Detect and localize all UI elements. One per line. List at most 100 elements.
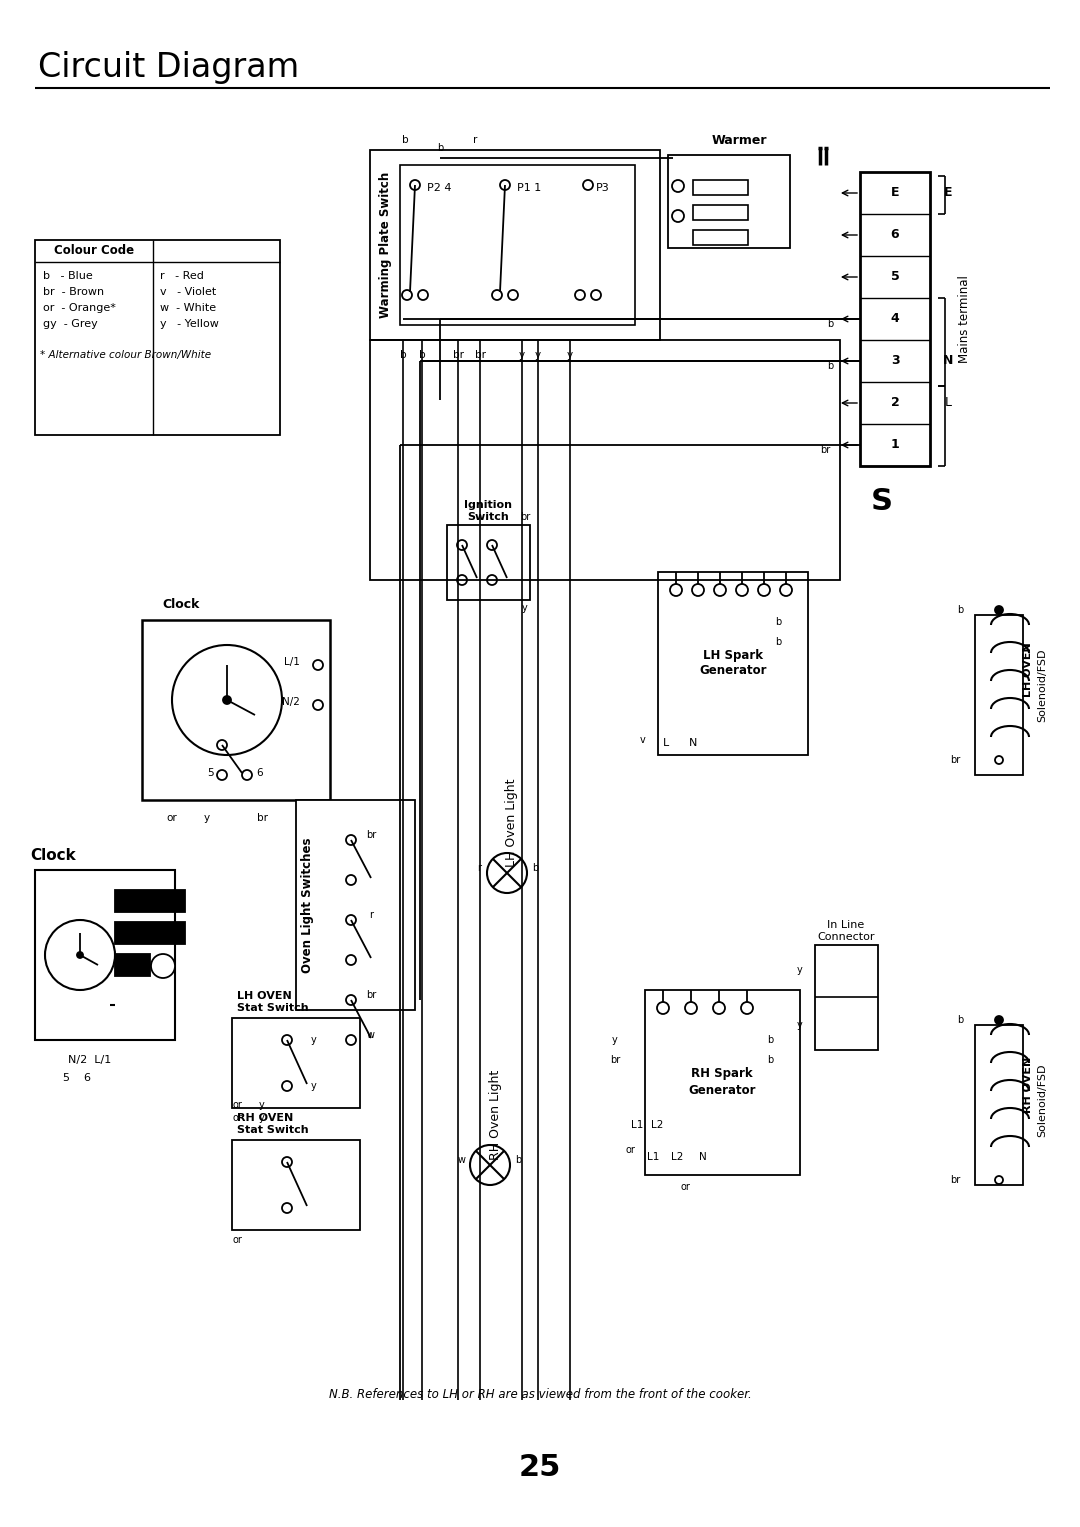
Text: r: r — [477, 863, 481, 873]
Circle shape — [77, 951, 83, 957]
Text: LH Oven Light: LH Oven Light — [505, 779, 518, 867]
Text: br: br — [366, 989, 376, 1000]
Bar — [141, 620, 330, 800]
Text: E: E — [891, 186, 900, 200]
Text: b: b — [774, 617, 781, 628]
Text: L2: L2 — [651, 1119, 663, 1130]
Text: LH Spark: LH Spark — [703, 649, 762, 661]
Text: br  - Brown: br - Brown — [43, 287, 104, 296]
Bar — [447, 525, 530, 600]
Text: y: y — [612, 1035, 618, 1044]
Text: b: b — [827, 319, 833, 328]
Text: L1: L1 — [647, 1151, 659, 1162]
Text: N: N — [943, 354, 954, 368]
Text: Solenoid/FSD: Solenoid/FSD — [1037, 1063, 1047, 1136]
Circle shape — [995, 1015, 1003, 1025]
Text: br: br — [257, 812, 268, 823]
Text: w: w — [458, 1154, 465, 1165]
Text: or: or — [232, 1113, 242, 1122]
Bar — [232, 1141, 360, 1231]
Text: br: br — [950, 754, 960, 765]
Text: b: b — [767, 1055, 773, 1064]
Text: Oven Light Switches: Oven Light Switches — [301, 837, 314, 973]
Text: r   - Red: r - Red — [160, 270, 204, 281]
Text: Generator: Generator — [688, 1084, 756, 1096]
Bar — [693, 180, 748, 195]
Text: 2: 2 — [891, 397, 900, 409]
Text: 5: 5 — [206, 768, 214, 777]
Text: or: or — [232, 1235, 242, 1245]
Text: RH Oven Light: RH Oven Light — [488, 1070, 501, 1161]
Text: gy  - Grey: gy - Grey — [43, 319, 98, 328]
Text: Colour Code: Colour Code — [54, 244, 134, 258]
Text: L2: L2 — [671, 1151, 684, 1162]
Text: w  - White: w - White — [160, 302, 216, 313]
Text: b: b — [531, 863, 538, 873]
Bar — [658, 573, 808, 754]
Text: br: br — [366, 831, 376, 840]
Text: 1: 1 — [891, 438, 900, 452]
Text: y: y — [311, 1035, 316, 1044]
Text: Warming Plate Switch: Warming Plate Switch — [378, 173, 391, 318]
Bar — [370, 341, 840, 580]
Text: S: S — [870, 487, 893, 516]
Text: Warmer: Warmer — [712, 133, 767, 147]
Text: b: b — [515, 1154, 522, 1165]
Text: 3: 3 — [891, 354, 900, 368]
Bar — [35, 240, 280, 435]
Text: Mains terminal: Mains terminal — [959, 275, 972, 363]
Text: w: w — [367, 1031, 375, 1040]
Text: b: b — [827, 360, 833, 371]
Text: br: br — [519, 512, 530, 522]
Text: b: b — [402, 134, 408, 145]
Text: Switch: Switch — [468, 512, 509, 522]
Bar — [693, 205, 748, 220]
Text: br: br — [950, 1174, 960, 1185]
Circle shape — [995, 606, 1003, 614]
Text: y: y — [259, 1113, 265, 1122]
Text: b: b — [774, 637, 781, 647]
Text: * Alternative colour Brown/White: * Alternative colour Brown/White — [40, 350, 211, 360]
Text: Stat Switch: Stat Switch — [237, 1003, 309, 1012]
Text: RH OVEN: RH OVEN — [237, 1113, 294, 1122]
Text: Clock: Clock — [162, 599, 200, 611]
Text: Stat Switch: Stat Switch — [237, 1125, 309, 1135]
Text: 25: 25 — [518, 1454, 562, 1483]
Text: b: b — [957, 1015, 963, 1025]
Bar — [975, 1025, 1023, 1185]
Text: y: y — [522, 603, 528, 612]
Text: L: L — [663, 738, 670, 748]
Bar — [693, 231, 748, 244]
Text: r: r — [473, 134, 477, 145]
Text: r: r — [369, 910, 373, 919]
Text: 6: 6 — [891, 229, 900, 241]
Text: Solenoid/FSD: Solenoid/FSD — [1037, 649, 1047, 722]
Text: or: or — [166, 812, 177, 823]
Bar — [114, 922, 185, 944]
Text: y: y — [518, 350, 525, 360]
Text: P3: P3 — [596, 183, 610, 192]
Text: or  - Orange*: or - Orange* — [43, 302, 116, 313]
Text: v   - Violet: v - Violet — [160, 287, 216, 296]
Text: P1 1: P1 1 — [517, 183, 541, 192]
Text: N: N — [689, 738, 698, 748]
Text: b: b — [400, 350, 406, 360]
Bar — [370, 150, 660, 341]
Text: 6: 6 — [257, 768, 264, 777]
Text: y: y — [567, 350, 573, 360]
Bar — [669, 156, 789, 247]
Text: 4: 4 — [891, 313, 900, 325]
Bar — [400, 165, 635, 325]
Text: L/1: L/1 — [284, 657, 300, 667]
Text: 5: 5 — [891, 270, 900, 284]
Text: In Line: In Line — [827, 919, 865, 930]
Text: N.B. References to LH or RH are as viewed from the front of the cooker.: N.B. References to LH or RH are as viewe… — [328, 1388, 752, 1402]
Text: Generator: Generator — [699, 664, 767, 678]
Circle shape — [151, 954, 175, 977]
Text: N: N — [699, 1151, 707, 1162]
Text: b: b — [957, 605, 963, 615]
Bar — [815, 945, 878, 1051]
Bar — [114, 954, 150, 976]
Text: br: br — [820, 444, 831, 455]
Text: y: y — [797, 965, 802, 976]
